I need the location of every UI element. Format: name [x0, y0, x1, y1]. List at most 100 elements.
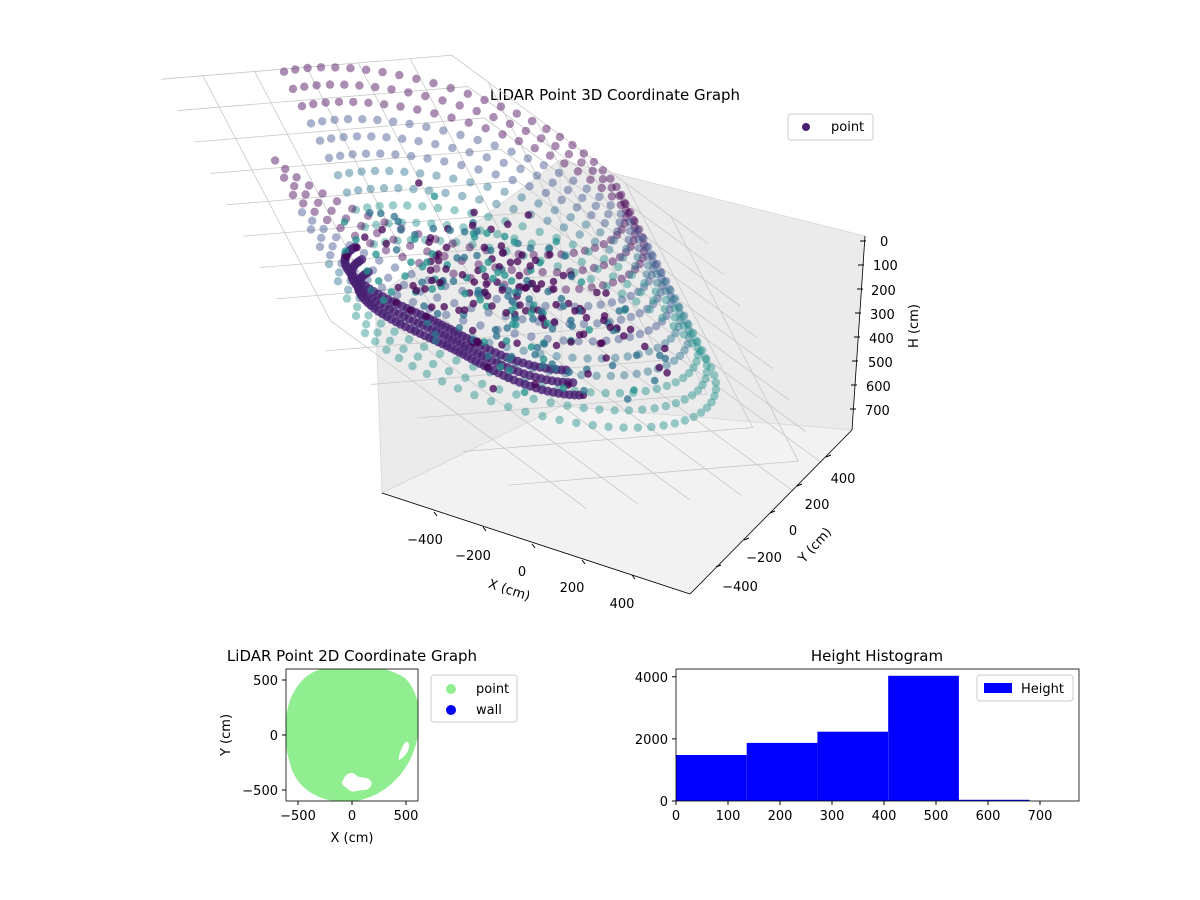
scatter-point	[326, 251, 335, 260]
scatter-point	[684, 369, 694, 378]
scatter-point	[624, 406, 634, 415]
scatter-point	[514, 288, 523, 297]
scatter-point	[580, 386, 588, 395]
scatter-point	[379, 296, 388, 305]
scatter-point	[522, 283, 531, 292]
scatter-point	[504, 402, 513, 411]
scatter-point	[412, 74, 421, 84]
scatter-point	[688, 338, 697, 348]
scatter-point	[519, 346, 528, 355]
scatter-point	[641, 342, 649, 351]
scatter-point	[661, 344, 669, 353]
scatter-point	[308, 216, 317, 225]
scatter-point	[620, 371, 629, 380]
grid-line	[202, 75, 587, 509]
scatter-point	[502, 309, 510, 317]
scatter-point	[491, 170, 500, 179]
scatter-point	[476, 321, 485, 330]
scatter-point	[701, 353, 710, 363]
scatter-point	[494, 268, 502, 277]
scatter-point	[389, 235, 398, 244]
scatter-point	[546, 398, 555, 407]
x-ticks-2d: −500 0 500	[280, 801, 418, 824]
scatter-point	[602, 354, 610, 362]
scatter-point	[635, 309, 644, 318]
scatter-point	[617, 274, 626, 283]
scatter-point	[588, 421, 597, 430]
scatter-point	[476, 296, 485, 304]
scatter-point	[604, 210, 613, 219]
scatter-point	[701, 374, 710, 384]
scatter-point	[621, 199, 630, 209]
scatter-point	[492, 199, 501, 209]
scatter-point	[478, 379, 487, 389]
scatter-point	[395, 70, 404, 80]
scatter-point	[387, 85, 396, 94]
scatter-point	[335, 268, 344, 277]
scatter-point	[537, 280, 546, 288]
scatter-point	[671, 378, 680, 387]
point-cloud-3d	[270, 63, 721, 432]
grid-line	[371, 115, 662, 385]
scatter-point	[423, 319, 432, 327]
histogram-bar	[676, 755, 747, 801]
scatter-point	[552, 341, 561, 350]
legend-hist: Height	[976, 674, 1074, 702]
scatter-point	[333, 171, 343, 180]
scatter-point	[527, 332, 536, 341]
scatter-point	[617, 225, 626, 234]
scatter-point	[446, 226, 455, 235]
scatter-point	[499, 158, 508, 168]
scatter-point	[610, 406, 619, 415]
scatter-point	[606, 323, 615, 332]
grid-line	[416, 149, 708, 419]
scatter-point	[509, 320, 517, 328]
scatter-point	[364, 311, 373, 320]
scatter-point	[611, 353, 620, 363]
scatter-point	[531, 256, 540, 265]
scatter-point	[376, 149, 385, 158]
scatter-point	[702, 361, 712, 370]
y-tick-label: 0	[789, 524, 797, 539]
scatter-point	[413, 352, 423, 361]
scatter-point	[563, 401, 572, 410]
scatter-point	[495, 385, 504, 394]
scatter-point	[399, 344, 408, 354]
scatter-point	[340, 80, 349, 89]
scatter-point	[651, 260, 660, 270]
scatter-point	[625, 332, 635, 342]
scatter-point	[375, 201, 384, 211]
scatter-point	[349, 97, 358, 107]
scatter-point	[453, 384, 463, 393]
scatter-point	[614, 262, 623, 272]
scatter-point	[577, 158, 586, 167]
scatter-point	[394, 353, 404, 363]
scatter-point	[575, 230, 584, 239]
scatter-point	[435, 349, 445, 359]
scatter-point	[680, 395, 689, 404]
scatter-point	[292, 173, 301, 182]
scatter-point	[568, 140, 577, 150]
scatter-point	[521, 407, 530, 416]
scatter-point	[670, 419, 680, 428]
scatter-point	[387, 288, 396, 296]
x-tick-label: 0	[518, 565, 526, 580]
scatter-point	[643, 242, 653, 251]
scatter-point	[551, 141, 560, 151]
scatter-point	[300, 82, 309, 91]
scatter-point	[710, 371, 719, 380]
scatter-point	[507, 352, 516, 361]
scatter-point	[575, 284, 584, 294]
scatter-point	[679, 321, 688, 330]
scatter-point	[502, 337, 511, 345]
legend-label-wall: wall	[476, 703, 502, 718]
scatter-point	[660, 304, 669, 314]
scatter-point	[428, 250, 436, 258]
scatter-point	[449, 277, 458, 286]
scatter-point	[433, 309, 442, 318]
scatter-point	[525, 182, 534, 191]
scatter-point	[449, 269, 458, 278]
scatter-point	[639, 240, 649, 249]
scatter-point	[444, 367, 454, 376]
scatter-point	[652, 269, 661, 279]
